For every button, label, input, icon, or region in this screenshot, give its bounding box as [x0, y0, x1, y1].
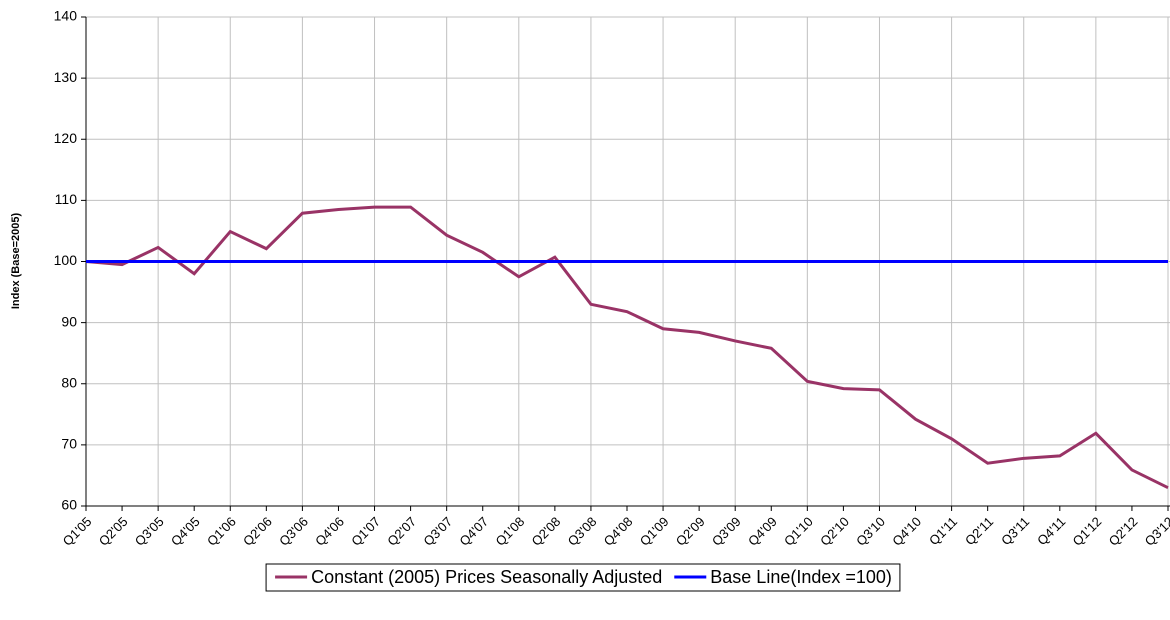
- x-tick-label: Q2'06: [240, 514, 275, 549]
- x-tick-label: Q1'11: [926, 514, 960, 548]
- y-axis-label: Index (Base=2005): [10, 213, 22, 310]
- x-tick-label: Q2'11: [962, 514, 996, 548]
- y-tick-label: 130: [54, 69, 78, 85]
- x-tick-label: Q3'11: [998, 514, 1032, 548]
- x-tick-label: Q4'10: [889, 514, 924, 549]
- y-tick-label: 90: [61, 313, 77, 329]
- x-tick-label: Q4'09: [745, 514, 780, 549]
- x-tick-label: Q3'10: [853, 514, 888, 549]
- x-tick-label: Q1'09: [637, 514, 672, 549]
- x-tick-label: Q4'05: [168, 514, 203, 549]
- x-tick-label: Q2'08: [529, 514, 564, 549]
- x-tick-label: Q1'07: [348, 514, 383, 549]
- x-tick-label: Q3'06: [276, 514, 311, 549]
- y-tick-label: 140: [54, 8, 78, 24]
- x-tick-label: Q1'08: [492, 514, 527, 549]
- x-tick-label: Q3'07: [420, 514, 455, 549]
- y-tick-label: 120: [54, 130, 78, 146]
- x-tick-label: Q4'08: [601, 514, 636, 549]
- y-tick-label: 80: [61, 374, 77, 390]
- y-tick-label: 100: [54, 252, 78, 268]
- x-tick-label: Q3'08: [565, 514, 600, 549]
- x-tick-label: Q3'12: [1142, 514, 1170, 549]
- y-tick-label: 70: [61, 436, 77, 452]
- x-tick-label: Q1'06: [204, 514, 239, 549]
- y-tick-label: 60: [61, 497, 77, 513]
- legend-label: Base Line(Index =100): [710, 567, 892, 587]
- x-tick-label: Q1'05: [60, 514, 95, 549]
- x-tick-label: Q2'07: [384, 514, 419, 549]
- x-tick-label: Q4'06: [312, 514, 347, 549]
- x-tick-label: Q3'05: [132, 514, 167, 549]
- x-tick-label: Q2'12: [1106, 514, 1141, 549]
- x-tick-label: Q3'09: [709, 514, 744, 549]
- x-tick-label: Q1'12: [1070, 514, 1105, 549]
- legend-box: [265, 563, 901, 592]
- legend: Constant (2005) Prices Seasonally Adjust…: [265, 563, 901, 592]
- x-tick-label: Q4'07: [456, 514, 491, 549]
- x-tick-label: Q2'05: [96, 514, 131, 549]
- legend-label: Constant (2005) Prices Seasonally Adjust…: [311, 567, 662, 587]
- x-tick-label: Q2'10: [817, 514, 852, 549]
- x-tick-label: Q4'11: [1034, 514, 1068, 548]
- x-tick-label: Q1'10: [781, 514, 816, 549]
- series-line: [85, 205, 1169, 490]
- y-tick-label: 110: [55, 191, 78, 207]
- x-tick-label: Q2'09: [673, 514, 708, 549]
